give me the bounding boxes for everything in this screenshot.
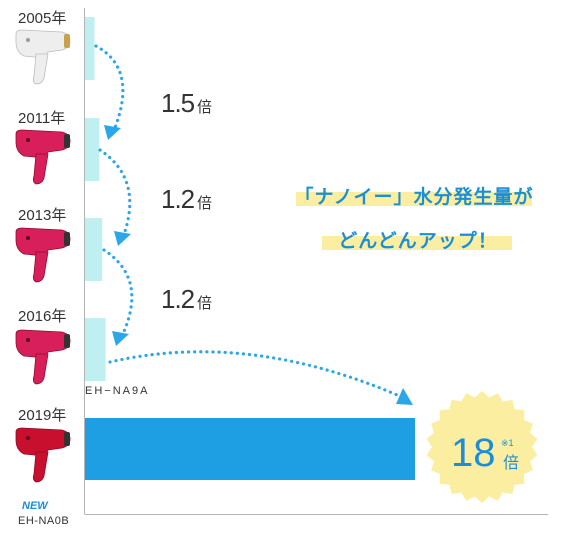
hair-dryer-red-icon [15, 427, 71, 483]
dashed-arrow-2 [98, 148, 132, 242]
multiplier-3: 1.2 倍 [161, 284, 212, 314]
bar-2019 [85, 418, 415, 480]
multiplier-unit: 倍 [197, 295, 212, 312]
badge-note: ※1 [501, 438, 514, 448]
year-label-2005: 2005年 [18, 10, 66, 27]
callout: 「ナノイー」水分発生量が どんどんアップ！ [294, 185, 533, 252]
hair-dryer-pink-icon [15, 129, 71, 185]
dashed-arrow-3 [102, 248, 134, 342]
multiplier-value: 1.2 [161, 284, 195, 314]
arrow-head-3 [112, 331, 129, 346]
arrow-head-1 [104, 125, 121, 140]
multiplier-1: 1.5 倍 [161, 88, 212, 118]
multiplier-value: 1.5 [161, 88, 195, 118]
model-label-2016: EH−NA9A [85, 385, 149, 397]
arrow-head-4 [396, 388, 413, 405]
bar-2016 [85, 318, 106, 381]
multiplier-value: 1.2 [161, 184, 195, 214]
bar-2005 [85, 17, 95, 80]
bar-2013 [85, 218, 103, 281]
dashed-arrow-1 [94, 44, 125, 137]
multiplier-unit: 倍 [197, 99, 212, 116]
badge-starburst [426, 391, 538, 503]
badge-18x: 18 ※1 倍 [426, 391, 538, 503]
hair-dryer-pink-icon [15, 227, 71, 283]
bar-2011 [85, 118, 100, 181]
multiplier-unit: 倍 [197, 195, 212, 212]
arrow-head-2 [114, 231, 131, 246]
callout-line-2: どんどんアップ！ [338, 229, 497, 252]
year-label-2013: 2013年 [18, 207, 66, 224]
dashed-arrow-4 [108, 350, 406, 400]
hair-dryer-white-icon [15, 29, 71, 85]
year-label-2016: 2016年 [18, 308, 66, 325]
model-label-2019: EH-NA0B [18, 515, 69, 527]
callout-line-1: 「ナノイー」水分発生量が [294, 185, 533, 208]
hair-dryer-pink-icon [15, 329, 71, 385]
new-tag: NEW [22, 500, 49, 512]
multiplier-2: 1.2 倍 [161, 184, 212, 214]
year-label-2011: 2011年 [18, 110, 65, 127]
badge-value: 18 [451, 431, 496, 475]
badge-unit: 倍 [503, 454, 519, 472]
callout-highlight-2 [322, 236, 512, 250]
year-label-2019: 2019年 [18, 407, 66, 424]
callout-highlight-1 [296, 192, 532, 206]
